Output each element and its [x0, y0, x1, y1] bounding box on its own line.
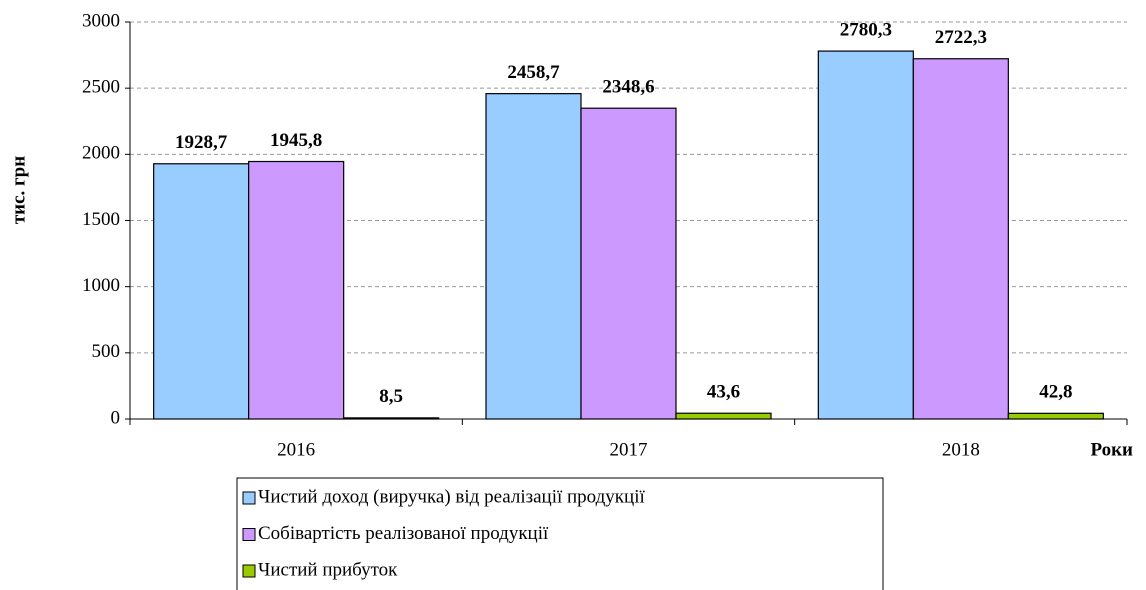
legend [236, 477, 884, 590]
bar [817, 50, 914, 420]
value-label: 1928,7 [175, 132, 228, 153]
y-tick-label: 0 [111, 407, 121, 428]
bar [912, 58, 1009, 420]
bar [248, 160, 345, 420]
value-label: 2348,6 [602, 77, 654, 98]
x-tick-label: 2017 [610, 439, 648, 460]
y-tick-label: 500 [92, 341, 121, 362]
legend-label: Чистий доход (виручка) від реалізації пр… [258, 486, 645, 507]
legend-swatch [242, 564, 256, 578]
legend-swatch [242, 491, 256, 505]
y-tick-label: 2500 [82, 77, 120, 98]
value-label: 43,6 [707, 382, 740, 403]
bar [1007, 412, 1104, 420]
bar [153, 163, 250, 420]
bar [580, 107, 677, 420]
value-label: 2722,3 [935, 27, 987, 48]
legend-label: Собівартість реалізованої продукції [258, 523, 549, 544]
y-tick-label: 1000 [82, 275, 120, 296]
bar [485, 93, 582, 420]
value-label: 8,5 [379, 386, 403, 407]
x-axis-label: Роки [1090, 439, 1133, 460]
y-tick-label: 2000 [82, 143, 120, 164]
value-label: 42,8 [1039, 382, 1072, 403]
bar [343, 417, 440, 420]
legend-swatch [242, 528, 256, 541]
value-label: 1945,8 [270, 130, 322, 151]
value-label: 2458,7 [507, 62, 560, 83]
y-tick-label: 3000 [82, 10, 120, 31]
legend-label: Чистий прибуток [258, 559, 398, 580]
bar [675, 412, 772, 420]
value-label: 2780,3 [840, 19, 892, 40]
y-tick-label: 1500 [82, 209, 120, 230]
y-axis-label: тис. грн [8, 156, 29, 224]
x-tick-label: 2016 [277, 439, 315, 460]
x-tick-label: 2018 [942, 439, 980, 460]
